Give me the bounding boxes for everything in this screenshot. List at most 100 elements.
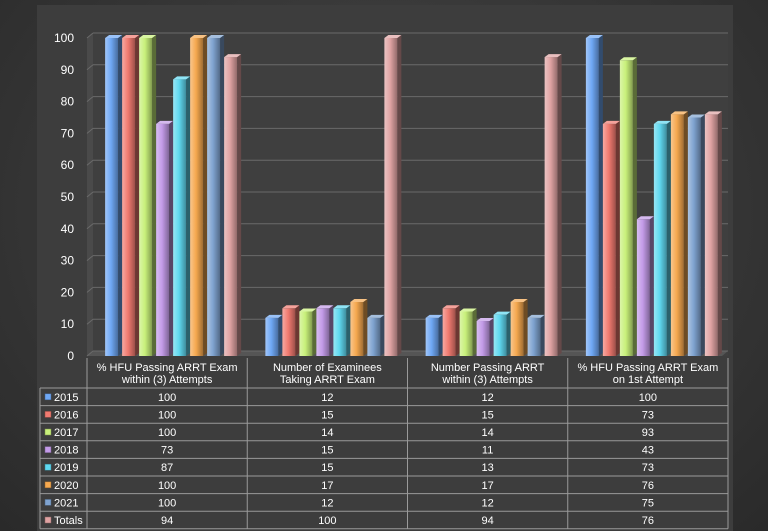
legend-swatch-2018	[44, 446, 52, 453]
table-cell: 100	[318, 515, 336, 527]
table-cell: 15	[321, 462, 333, 474]
y-tick-label: 30	[61, 254, 75, 268]
table-cell: 100	[158, 427, 176, 439]
y-tick-label: 100	[54, 31, 74, 45]
table-cell: 17	[321, 480, 333, 492]
legend-swatch-2015	[44, 393, 52, 401]
table-cell: 73	[642, 462, 654, 474]
table-cell: 12	[321, 392, 333, 404]
bar-2020-cat1	[190, 35, 208, 356]
legend-swatch-totals	[44, 516, 52, 524]
gridline-diag	[86, 255, 94, 261]
y-tick-label: 50	[61, 190, 75, 204]
bar-totals-cat4	[704, 111, 722, 356]
gridline-diag	[86, 350, 94, 357]
table-cell: 87	[161, 462, 173, 474]
bar-2015-cat2	[265, 314, 283, 356]
table-cell: 15	[321, 445, 333, 457]
bar-2020-cat2	[350, 298, 368, 356]
y-tick-label: 0	[67, 349, 74, 363]
legend-label-2017: 2017	[54, 427, 78, 439]
table-cell: 94	[482, 515, 494, 527]
y-tick-label: 60	[61, 158, 75, 172]
table-cell: 11	[482, 445, 493, 457]
legend-swatch-2016	[44, 411, 52, 418]
table-cell: 15	[482, 409, 494, 421]
legend-swatch-2021	[44, 499, 52, 506]
bar-2018-cat1	[156, 120, 174, 356]
gridline-diag	[86, 223, 94, 230]
table-cell: 14	[321, 427, 333, 439]
table-cell: 14	[482, 427, 494, 439]
legend-label-2015: 2015	[54, 392, 78, 404]
bar-2021-cat2	[367, 314, 385, 356]
table-cell: 12	[482, 392, 494, 404]
table-cell: 43	[642, 445, 654, 457]
table-cell: 12	[482, 497, 494, 509]
legend-label-2020: 2020	[54, 480, 78, 492]
bar-2016-cat2	[282, 305, 300, 356]
bar-2020-cat3	[510, 298, 528, 356]
legend-swatch-2019	[44, 463, 52, 471]
table-cell: 100	[158, 392, 176, 404]
bar-2021-cat4	[687, 114, 705, 356]
bar-2020-cat4	[670, 111, 688, 356]
bar-2021-cat1	[207, 35, 225, 356]
bar-totals-cat2	[384, 35, 402, 356]
bar-2018-cat3	[476, 318, 494, 356]
table-cell: 15	[321, 409, 333, 421]
plot-floor	[87, 351, 728, 356]
bar-totals-cat1	[224, 54, 242, 356]
table-cell: 100	[158, 480, 176, 492]
bar-2019-cat2	[333, 305, 351, 356]
bar-2017-cat1	[139, 35, 157, 356]
table-cell: 17	[482, 480, 494, 492]
y-tick-label: 80	[61, 95, 75, 109]
table-cell: 12	[321, 497, 333, 509]
gridline-diag	[86, 287, 94, 293]
table-cell: 73	[161, 445, 173, 457]
bar-2016-cat3	[442, 305, 460, 356]
bar-2019-cat4	[653, 120, 671, 356]
bar-2016-cat1	[122, 35, 140, 356]
table-cell: 75	[642, 497, 654, 509]
gridline-diag	[86, 191, 94, 198]
y-tick-label: 40	[61, 222, 75, 236]
bar-2015-cat3	[425, 314, 443, 356]
bar-2021-cat3	[527, 314, 545, 356]
table-cell: 100	[158, 409, 176, 421]
table-cell: 94	[161, 515, 173, 527]
y-tick-label: 70	[61, 126, 75, 140]
y-tick-label: 10	[61, 317, 75, 331]
gridline-diag	[86, 32, 94, 39]
legend-label-2021: 2021	[54, 497, 78, 509]
bar-2018-cat2	[316, 305, 334, 356]
legend-swatch-2020	[44, 481, 52, 489]
legend-label-2019: 2019	[54, 462, 78, 474]
table-cell: 13	[482, 462, 494, 474]
category-label: Number Passing ARRT within (3) Attempts	[431, 362, 545, 386]
gridline-diag	[86, 159, 94, 166]
gridline-diag	[86, 96, 94, 102]
table-cell: 76	[642, 480, 654, 492]
table-cell: 76	[642, 515, 654, 527]
bar-totals-cat3	[544, 54, 562, 356]
table-cell: 73	[642, 409, 654, 421]
table-cell: 100	[158, 497, 176, 509]
legend-label-2016: 2016	[54, 409, 78, 421]
y-tick-label: 90	[61, 63, 75, 77]
legend-label-2018: 2018	[54, 445, 78, 457]
bar-2017-cat2	[299, 308, 317, 356]
legend-label-totals: Totals	[54, 515, 83, 527]
bar-2015-cat4	[585, 35, 603, 356]
bar-2017-cat3	[459, 308, 477, 356]
bar-2018-cat4	[636, 216, 654, 356]
gridline-diag	[86, 64, 94, 71]
bar-2017-cat4	[619, 57, 637, 356]
bar-2015-cat1	[105, 35, 123, 356]
y-tick-label: 20	[61, 285, 75, 299]
category-label: % HFU Passing ARRT Exam within (3) Attemp…	[97, 362, 238, 386]
table-cell: 93	[642, 427, 654, 439]
category-label: Number of Examinees Taking ARRT Exam	[273, 362, 382, 386]
